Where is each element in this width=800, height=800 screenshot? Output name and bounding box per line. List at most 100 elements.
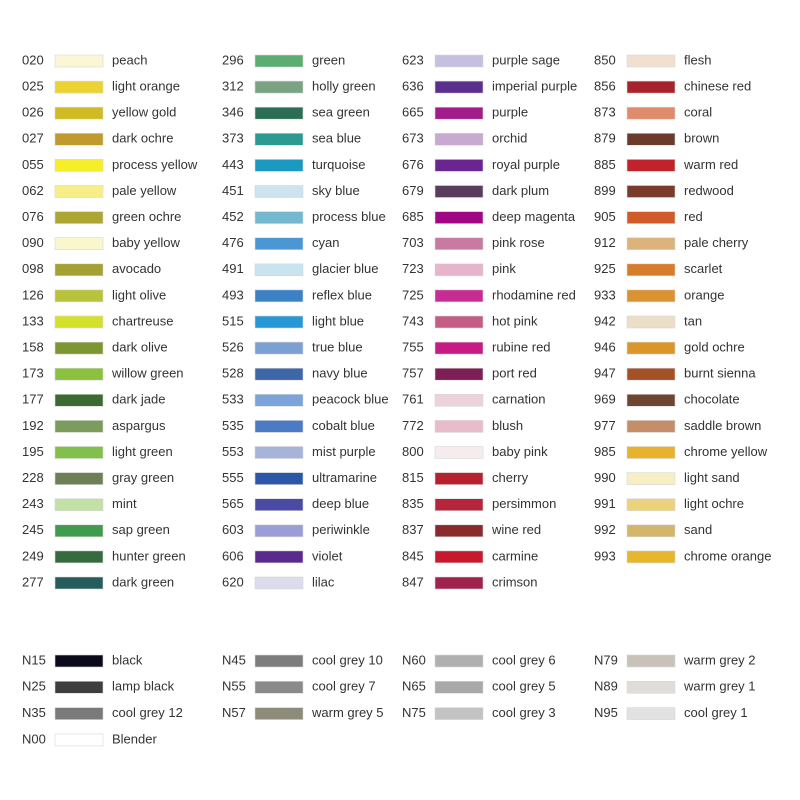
color-name: carnation [492,392,545,407]
color-swatch [54,54,104,68]
color-swatch [626,341,676,355]
color-name: sea green [312,105,370,120]
color-name: lilac [312,574,335,589]
color-swatch [434,263,484,277]
color-code: 243 [22,496,44,511]
color-code: 528 [222,366,244,381]
color-name: imperial purple [492,79,577,94]
color-name: rubine red [492,340,551,355]
color-code: 757 [402,366,424,381]
color-name: chartreuse [112,313,173,328]
color-swatch [254,393,304,407]
color-swatch [626,54,676,68]
color-swatch [254,185,304,198]
color-code: 905 [594,209,616,224]
color-swatch [54,420,104,433]
color-name: warm grey 1 [683,679,756,694]
color-name: royal purple [492,157,560,172]
color-code: 249 [22,548,44,563]
color-swatch [54,550,104,564]
color-code: 133 [22,313,44,328]
color-name: process yellow [112,157,198,172]
color-swatch [254,654,304,668]
color-code: 993 [594,548,616,563]
color-swatch [626,393,676,407]
color-swatch [54,341,104,355]
color-swatch [54,576,104,590]
color-name: light olive [112,287,166,302]
color-name: sky blue [312,183,360,198]
color-code: 946 [594,340,616,355]
color-swatch [254,446,304,459]
color-swatch [626,289,676,303]
color-swatch [254,341,304,355]
color-code: 476 [222,235,244,250]
color-name: dark olive [112,340,168,355]
color-swatch [54,315,104,329]
color-swatch [54,185,104,198]
color-swatch [434,211,484,224]
color-swatch [254,420,304,433]
color-code: 925 [594,261,616,276]
color-name: willow green [111,366,184,381]
color-swatch [626,315,676,329]
color-swatch [434,237,484,250]
color-swatch [54,393,104,407]
color-code: 947 [594,366,616,381]
color-swatch [434,315,484,329]
color-name: crimson [492,574,538,589]
color-code: 535 [222,418,244,433]
color-name: cool grey 12 [112,705,183,720]
color-swatch [434,341,484,355]
color-name: light orange [112,79,180,94]
color-code: 195 [22,444,44,459]
color-code: N35 [22,705,46,720]
color-swatch [434,54,484,68]
color-swatch [626,472,676,485]
color-code: N45 [222,652,246,667]
color-swatch [626,106,676,120]
color-name: dark jade [112,392,165,407]
color-code: N95 [594,705,618,720]
color-code: 673 [402,131,424,146]
color-code: 885 [594,157,616,172]
color-name: cool grey 1 [684,705,748,720]
color-code: N25 [22,679,46,694]
color-code: 703 [402,235,424,250]
color-swatch [54,498,104,512]
color-code: 553 [222,444,244,459]
color-swatch [54,106,104,120]
color-swatch [254,159,304,172]
color-code: N65 [402,679,426,694]
color-name: saddle brown [684,418,761,433]
color-code: 451 [222,183,244,198]
color-code: 743 [402,313,424,328]
color-swatch [434,80,484,94]
color-code: 845 [402,548,424,563]
color-swatch [54,707,104,720]
color-code: 992 [594,522,616,537]
color-code: N89 [594,679,618,694]
color-code: 555 [222,470,244,485]
color-code: 636 [402,79,424,94]
color-code: 158 [22,340,44,355]
color-name: turquoise [312,157,365,172]
color-code: 346 [222,105,244,120]
color-name: brown [684,131,719,146]
color-swatch [54,133,104,146]
color-name: dark green [112,574,174,589]
color-code: 933 [594,287,616,302]
color-code: 623 [402,52,424,67]
color-swatch [626,185,676,198]
color-code: 526 [222,340,244,355]
color-name: rhodamine red [492,287,576,302]
color-code: 606 [222,548,244,563]
color-swatch [434,680,484,694]
color-code: N79 [594,652,618,667]
color-name: navy blue [312,366,368,381]
color-code: 603 [222,522,244,537]
color-name: light ochre [684,496,744,511]
color-swatch [626,133,676,146]
color-name: pink rose [492,235,545,250]
